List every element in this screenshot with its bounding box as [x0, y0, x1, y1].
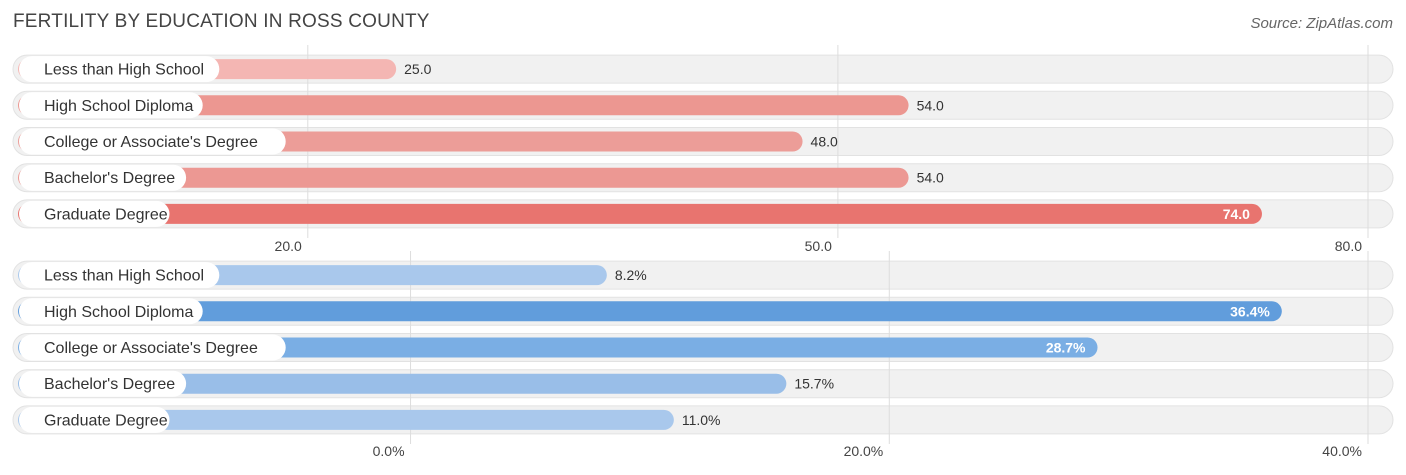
chart-panel-1: Less than High School 25.0 High School Dip… [12, 45, 1394, 254]
category-pill [19, 56, 220, 83]
value-label: 11.0% [682, 412, 721, 428]
category-pill [19, 92, 203, 119]
bar [18, 337, 1098, 358]
tick-label: 0.0% [373, 443, 405, 459]
tick-label: 20.0 [275, 238, 302, 254]
category-pill [19, 262, 220, 289]
bar [18, 301, 1282, 322]
value-label: 54.0 [917, 170, 944, 186]
tick-label: 80.0 [1335, 238, 1362, 254]
value-label: 8.2% [615, 267, 647, 283]
category-label: Graduate Degree [44, 412, 168, 429]
bar [18, 203, 1262, 224]
bar [18, 95, 909, 116]
category-pill [19, 164, 187, 191]
category-label: Bachelor's Degree [44, 376, 175, 393]
category-pill [19, 128, 286, 155]
tick-label: 20.0% [844, 443, 884, 459]
bar [18, 409, 674, 430]
category-pill [19, 200, 170, 227]
value-label: 25.0 [404, 61, 431, 77]
tick-label: 50.0 [805, 238, 832, 254]
value-label: 36.4% [1230, 303, 1270, 319]
chart-title: FERTILITY BY EDUCATION IN ROSS COUNTY [13, 11, 430, 32]
bar [18, 167, 909, 188]
value-label: 54.0 [917, 97, 944, 113]
chart-panel-2: Less than High School 8.2% High School Dip… [12, 251, 1394, 459]
value-label: 48.0 [811, 134, 838, 150]
category-label: Graduate Degree [44, 206, 168, 223]
category-pill [19, 334, 286, 361]
category-pill [19, 298, 203, 325]
tick-label: 40.0% [1322, 443, 1362, 459]
bar [18, 373, 787, 394]
category-label: Less than High School [44, 62, 204, 79]
source-note: Source: ZipAtlas.com [1250, 15, 1393, 32]
category-label: Bachelor's Degree [44, 170, 175, 187]
category-pill [19, 406, 170, 433]
category-label: College or Associate's Degree [44, 340, 258, 357]
category-pill [19, 370, 187, 397]
category-label: High School Diploma [44, 304, 194, 321]
category-label: Less than High School [44, 268, 204, 285]
category-label: High School Diploma [44, 98, 194, 115]
value-label: 74.0 [1223, 206, 1250, 222]
category-label: College or Associate's Degree [44, 134, 258, 151]
value-label: 28.7% [1046, 340, 1086, 356]
value-label: 15.7% [794, 376, 834, 392]
